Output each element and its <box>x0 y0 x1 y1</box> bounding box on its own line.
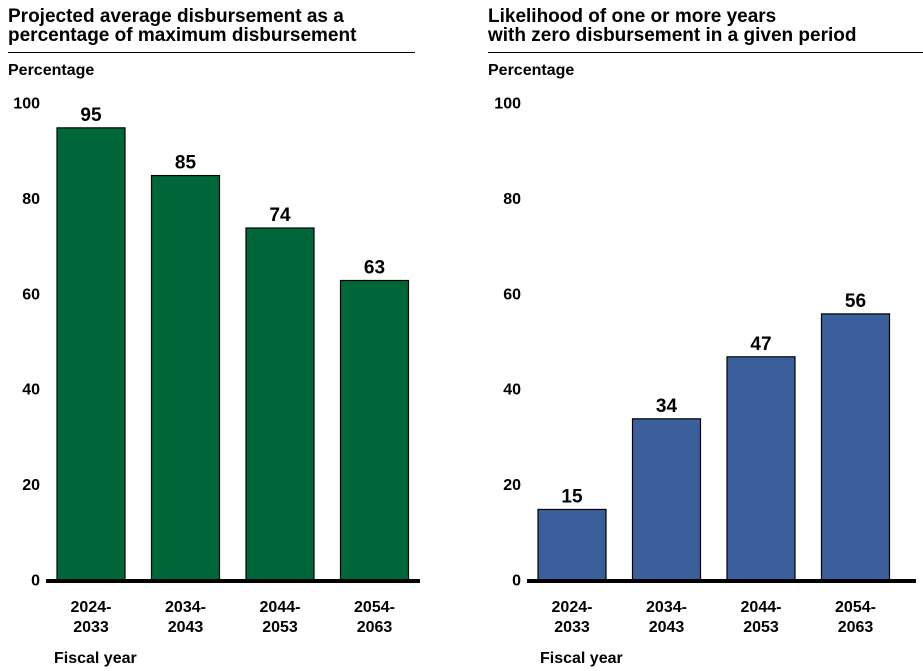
chart-title-line-2: percentage of maximum disbursement <box>8 25 357 46</box>
x-tick-label: 2024- <box>71 599 112 616</box>
y-axis-label: Percentage <box>488 62 575 79</box>
y-tick-label: 80 <box>22 191 40 208</box>
x-tick-label: 2063 <box>357 619 393 636</box>
x-tick-label: 2053 <box>743 619 779 636</box>
x-tick-label: 2044- <box>260 599 301 616</box>
x-tick-label: 2054- <box>835 599 876 616</box>
bar-chart-disbursement: 0 20 40 60 80 100 95 2024- 2033 85 2034- 2043 74 2044… <box>13 96 420 636</box>
x-tick-label: 2053 <box>262 619 298 636</box>
bar-value-label: 95 <box>80 105 102 126</box>
chart-title: Likelihood of one or more years with zer… <box>488 7 923 45</box>
bar <box>56 127 126 582</box>
chart-panel-zero-disbursement: Likelihood of one or more years with zer… <box>480 0 923 671</box>
bar <box>820 313 891 582</box>
bar-chart-zero-disbursement: 0 20 40 60 80 100 15 2024- 2033 34 2034- 2043 47 2044… <box>494 96 916 636</box>
bar <box>726 356 796 582</box>
y-axis-label: Percentage <box>8 62 95 79</box>
x-tick-label: 2034- <box>165 599 206 616</box>
x-tick-label: 2054- <box>354 599 395 616</box>
bar-value-label: 74 <box>269 205 291 226</box>
title-divider <box>488 52 923 53</box>
y-tick-label: 100 <box>494 96 521 113</box>
y-tick-label: 80 <box>503 191 521 208</box>
chart-panel-disbursement: Projected average disbursement as a perc… <box>0 0 440 671</box>
x-tick-label: 2043 <box>168 619 204 636</box>
y-tick-label: 60 <box>503 286 521 303</box>
chart-title-line-1: Likelihood of one or more years <box>488 6 777 27</box>
bar <box>631 418 702 582</box>
bar-value-label: 47 <box>750 334 771 355</box>
x-tick-label: 2033 <box>73 619 109 636</box>
y-tick-label: 100 <box>13 96 40 113</box>
x-tick-label: 2063 <box>838 619 874 636</box>
y-tick-label: 0 <box>512 573 521 590</box>
bar-value-label: 15 <box>561 486 583 507</box>
x-tick-label: 2044- <box>741 599 782 616</box>
x-axis-label: Fiscal year <box>54 650 137 667</box>
x-tick-label: 2043 <box>649 619 685 636</box>
y-tick-label: 20 <box>22 477 40 494</box>
x-tick-label: 2033 <box>554 619 590 636</box>
bar-value-label: 85 <box>175 153 197 174</box>
bar <box>245 227 315 582</box>
x-tick-label: 2024- <box>552 599 593 616</box>
bar-value-label: 56 <box>845 291 866 312</box>
x-tick-label: 2034- <box>646 599 687 616</box>
x-axis-label: Fiscal year <box>540 650 623 667</box>
title-divider <box>8 52 415 53</box>
y-tick-label: 60 <box>22 286 40 303</box>
y-tick-label: 0 <box>31 573 40 590</box>
y-tick-label: 40 <box>503 382 521 399</box>
bar-value-label: 63 <box>364 257 385 278</box>
y-tick-label: 20 <box>503 477 521 494</box>
bar <box>150 174 221 582</box>
y-tick-label: 40 <box>22 382 40 399</box>
chart-title: Projected average disbursement as a perc… <box>8 7 440 45</box>
bar <box>339 279 410 582</box>
bar-value-label: 34 <box>656 396 678 417</box>
bar <box>537 508 607 582</box>
chart-title-line-1: Projected average disbursement as a <box>8 6 344 27</box>
chart-title-line-2: with zero disbursement in a given period <box>488 25 857 46</box>
